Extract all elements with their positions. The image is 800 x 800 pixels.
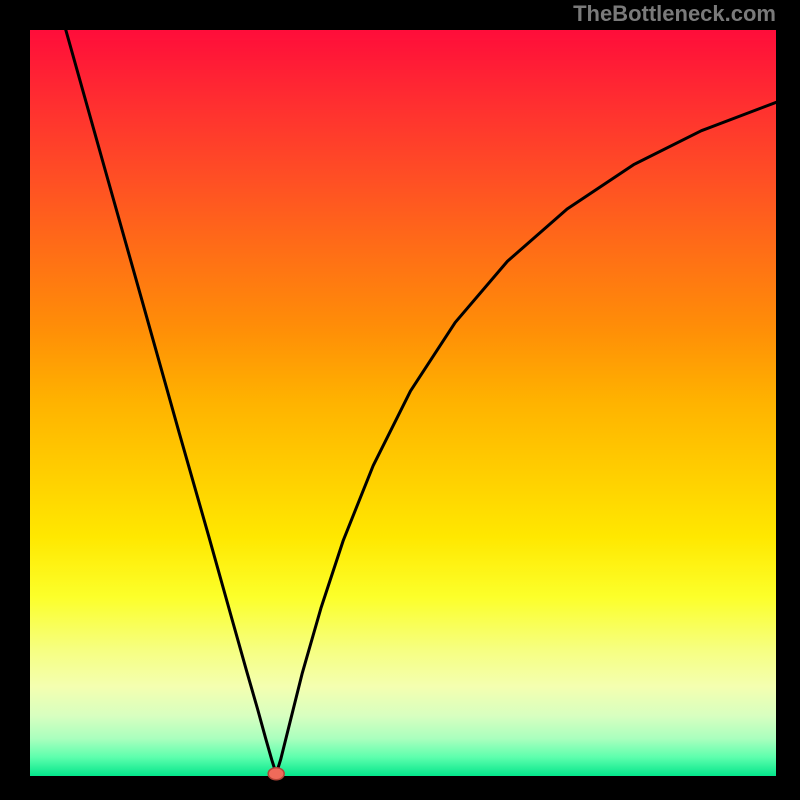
watermark-text: TheBottleneck.com <box>573 0 776 28</box>
chart-frame: TheBottleneck.com <box>0 0 800 800</box>
bottleneck-curve-chart <box>0 0 800 800</box>
optimal-point-marker <box>268 768 284 780</box>
